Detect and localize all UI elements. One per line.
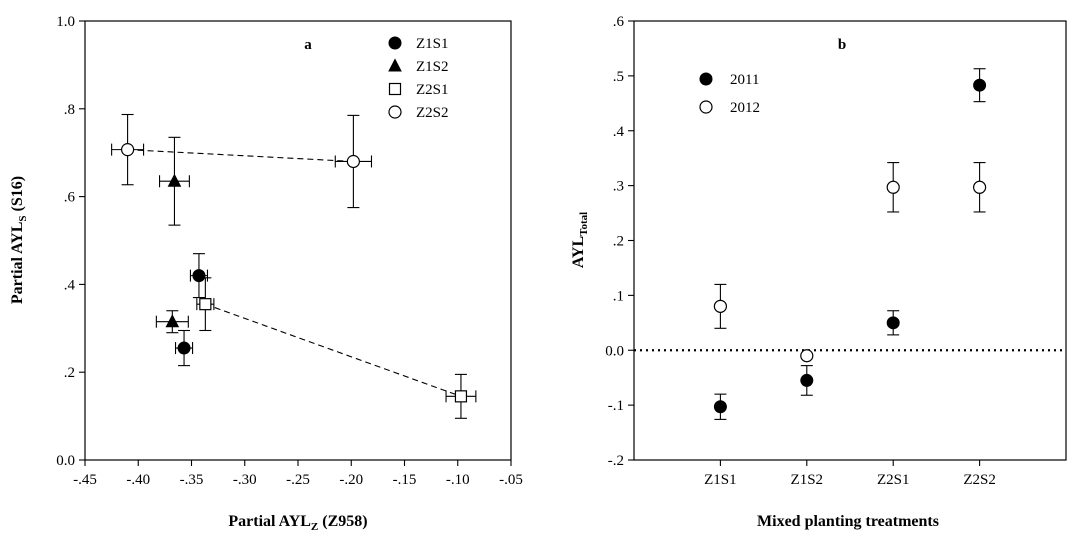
panel-a-letter: a [304, 37, 312, 53]
panel-a-y-tick-label: 0.0 [56, 453, 75, 469]
panel-a-legend-label-z1s2: Z1S2 [416, 59, 449, 75]
panel-b-legend-label-2012: 2012 [730, 100, 760, 116]
panel-a-dashed-line [205, 303, 462, 397]
panel-a-point-z1s2 [167, 173, 182, 187]
panel-b-y-tick-label: .3 [613, 179, 624, 195]
panel-a-legend-label-z2s1: Z2S1 [416, 82, 449, 98]
panel-a-y-axis-title: Partial AYLS (S16) [9, 176, 29, 304]
panel-a-y-tick-label: .6 [64, 190, 76, 206]
panel-a-legend-marker-z1s2 [388, 58, 402, 72]
panel-a-legend: Z1S1 Z1S2 Z2S1 Z2S2 [388, 36, 449, 121]
panel-b-y-tick-label: -.1 [608, 398, 624, 414]
panel-b-point-2012 [972, 180, 987, 194]
panel-b-legend-label-2011: 2011 [730, 72, 759, 88]
panel-b-legend: 2011 2012 [699, 72, 760, 116]
panel-b-y-tick-label: .2 [613, 234, 624, 250]
panel-a-point-z2s2 [120, 143, 135, 157]
panel-a-legend-marker-z2s1 [388, 82, 402, 96]
panel-b-legend-marker-2012 [699, 100, 713, 114]
panel-b-point-2012 [713, 299, 728, 313]
panel-a-point-z2s2 [346, 154, 360, 169]
panel-b-x-axis-title: Mixed planting treatments [757, 513, 939, 530]
panel-a-y-tick-label: 1.0 [56, 14, 75, 30]
panel-b-y-tick-label: .6 [613, 14, 625, 30]
panel-a-y-tick-label: .4 [64, 277, 76, 293]
panel-a-x-tick-label: -.35 [180, 472, 204, 488]
panel-b-x-tick-label: Z1S2 [791, 472, 824, 488]
panel-b-point-2011 [886, 316, 900, 330]
panel-b-point-2011 [800, 373, 814, 387]
panel-b-y-tick-label: 0.0 [605, 343, 624, 359]
panel-a-x-tick-label: -.40 [126, 472, 150, 488]
panel-a-legend-marker-z2s2 [388, 105, 402, 119]
panel-b-plot-frame [633, 20, 1067, 461]
panel-a-x-tick-label: -.10 [446, 472, 470, 488]
panel-b-y-tick-label: .1 [613, 288, 624, 304]
panel-b-y-axis-title: AYLTotal [570, 212, 590, 268]
panel-a-legend-label-z1s1: Z1S1 [416, 36, 449, 52]
panel-b-y-tick-label: .4 [613, 124, 625, 140]
panel-b: Z1S1 Z1S2 Z2S1 Z2S2-.2-.10.0.1.2.3.4.5.6 b … [570, 14, 1067, 530]
panel-a-x-tick-label: -.30 [233, 472, 257, 488]
panel-a-point-z1s2 [165, 314, 180, 328]
panel-a-point-z2s1 [454, 390, 468, 403]
panel-b-letter: b [838, 37, 846, 53]
panel-b-x-tick-label: Z1S1 [704, 472, 737, 488]
panel-b-point-2011 [973, 78, 987, 92]
panel-b-x-tick-label: Z2S2 [963, 472, 996, 488]
panel-b-point-2012 [886, 180, 900, 194]
panel-b-point-2011 [713, 400, 727, 414]
panel-b-y-tick-label: .5 [613, 69, 624, 85]
panel-a-x-tick-label: -.15 [393, 472, 417, 488]
panel-a-legend-label-z2s2: Z2S2 [416, 105, 449, 121]
panel-a-x-tick-label: -.45 [73, 472, 97, 488]
panel-b-point-2012 [800, 349, 814, 363]
panel-a-point-z1s1 [192, 269, 206, 283]
panel-a-y-tick-label: .8 [64, 102, 75, 118]
panel-a-x-tick-label: -.05 [499, 472, 523, 488]
panel-b-y-tick-label: -.2 [608, 453, 624, 469]
panel-a-point-z1s1 [177, 341, 191, 355]
panel-a-y-tick-label: .2 [64, 365, 75, 381]
panel-a: -.45 -.40 -.35 -.30 -.25 -.20 -.15 -.10 -.05 0.0.… [9, 14, 523, 533]
panel-a-x-tick-label: -.20 [339, 472, 363, 488]
panel-a-point-z2s1 [199, 298, 212, 311]
panel-a-x-axis-title: Partial AYLZ (Z958) [228, 513, 367, 533]
panel-b-legend-marker-2011 [699, 72, 713, 86]
panel-b-x-tick-label: Z2S1 [877, 472, 910, 488]
panel-a-x-tick-label: -.25 [286, 472, 310, 488]
panel-a-dashed-line [127, 149, 354, 163]
panel-a-legend-marker-z1s1 [388, 36, 402, 50]
